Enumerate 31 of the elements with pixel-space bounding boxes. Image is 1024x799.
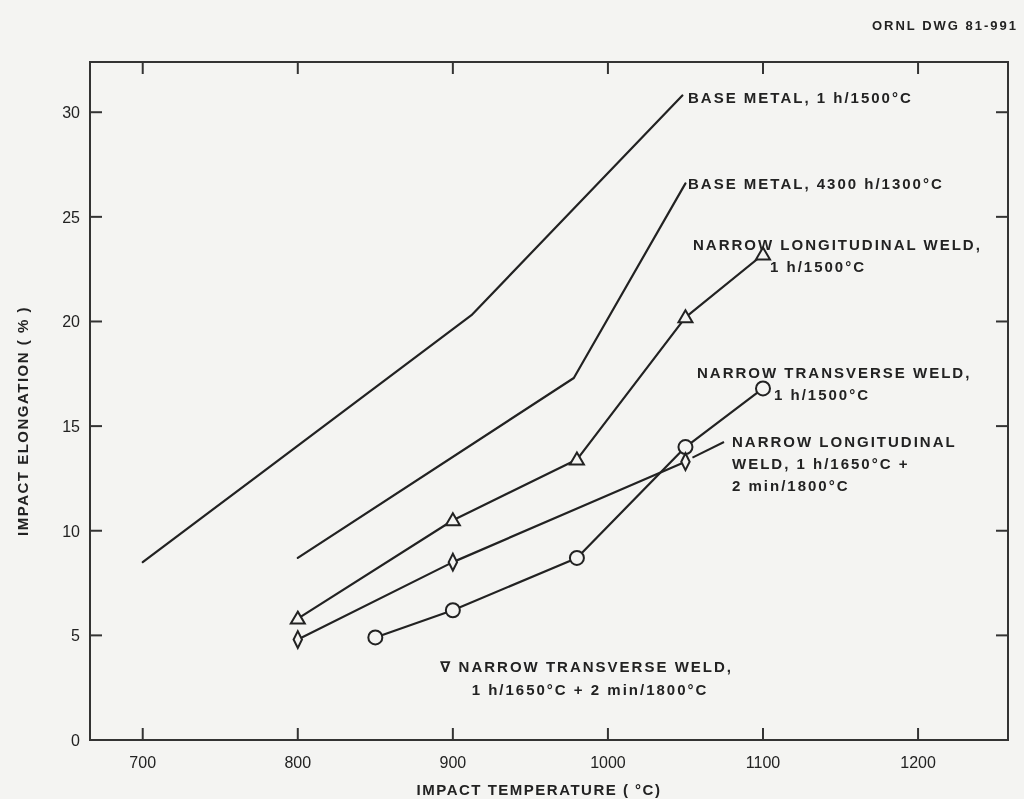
y-tick-label: 0 <box>71 732 81 749</box>
y-tick-label: 30 <box>62 104 81 122</box>
y-tick-label: 10 <box>62 522 81 540</box>
annotation: ∇ NARROW TRANSVERSE WELD, 1 h/1650°C + 2 min/1800°C <box>440 658 733 698</box>
y-tick-label: 5 <box>71 627 81 645</box>
series-label: NARROW TRANSVERSE WELD, 1 h/1500°C <box>697 364 972 403</box>
point <box>444 602 461 619</box>
point <box>568 451 585 466</box>
point <box>754 380 771 397</box>
legend-label: NARROW LONGITUDINAL WELD, 1 h/1650°C + 2 min/1800°C <box>732 433 957 494</box>
y-tick-label: 20 <box>62 313 81 331</box>
series-label: BASE METAL, 1 h/1500°C <box>688 89 913 106</box>
x-tick-label: 1200 <box>900 754 936 771</box>
x-axis-title: IMPACT TEMPERATURE ( °C) <box>416 781 662 798</box>
series-label: BASE METAL, 4300 h/1300°C <box>688 175 944 192</box>
point <box>677 309 694 324</box>
series-label: NARROW LONGITUDINAL WELD, 1 h/1500°C <box>693 236 982 275</box>
x-tick-label: 1000 <box>590 754 626 771</box>
point <box>367 629 384 646</box>
y-tick-label: 25 <box>62 208 81 226</box>
x-tick-label: 700 <box>129 754 157 771</box>
x-tick-label: 1100 <box>745 754 781 771</box>
y-axis-title: IMPACT ELONGATION ( % ) <box>14 306 31 536</box>
text: ORNL DWG 81-991 <box>871 18 1018 33</box>
y-tick-label: 15 <box>62 418 81 436</box>
x-tick-label: 900 <box>439 754 467 771</box>
point <box>677 439 694 456</box>
point <box>568 549 585 566</box>
point <box>444 512 461 527</box>
point <box>289 610 306 625</box>
x-tick-label: 800 <box>284 754 312 771</box>
